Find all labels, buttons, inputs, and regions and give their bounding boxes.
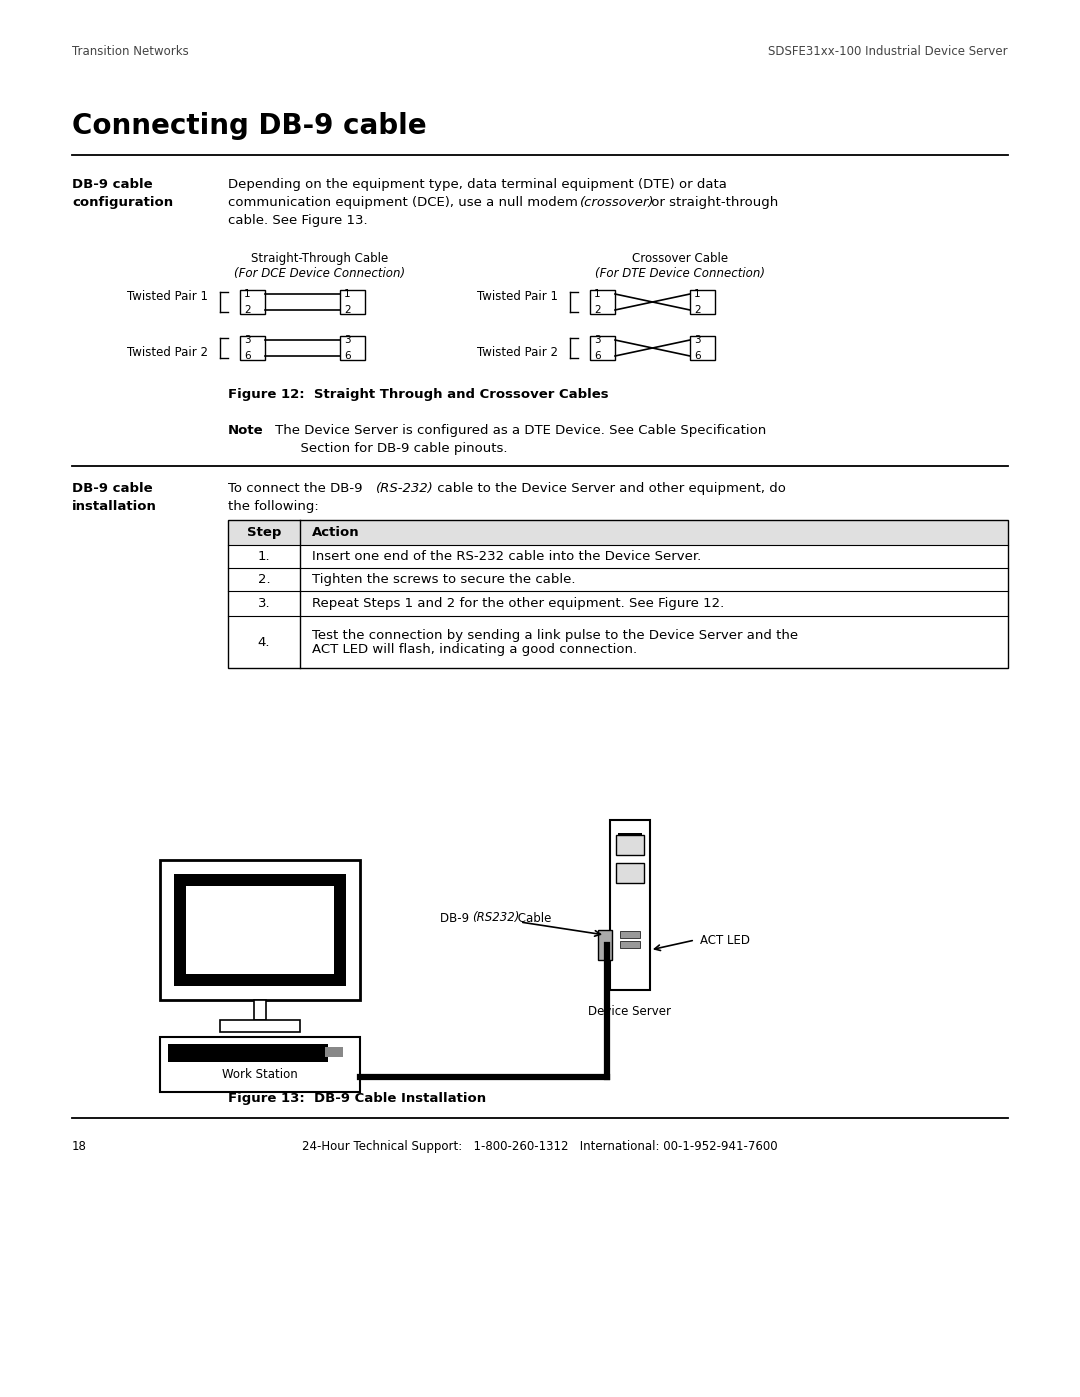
- Text: Transition Networks: Transition Networks: [72, 45, 189, 59]
- Bar: [168, 1044, 328, 1062]
- Bar: [618, 833, 642, 835]
- Bar: [598, 930, 612, 960]
- Text: 3: 3: [244, 335, 251, 345]
- Text: installation: installation: [72, 500, 157, 513]
- Text: 6: 6: [694, 351, 701, 360]
- Text: Device Server: Device Server: [589, 1004, 672, 1018]
- Text: Depending on the equipment type, data terminal equipment (DTE) or data: Depending on the equipment type, data te…: [228, 177, 727, 191]
- Bar: [616, 835, 644, 855]
- Text: (RS-232): (RS-232): [376, 482, 434, 495]
- Bar: [254, 1000, 266, 1020]
- Text: 6: 6: [345, 351, 351, 360]
- Bar: [618, 840, 642, 841]
- Text: Tighten the screws to secure the cable.: Tighten the screws to secure the cable.: [312, 573, 576, 585]
- Text: (For DCE Device Connection): (For DCE Device Connection): [234, 267, 406, 279]
- Bar: [590, 291, 615, 314]
- Bar: [328, 981, 336, 985]
- Bar: [610, 820, 650, 990]
- Bar: [620, 930, 640, 937]
- Text: (For DTE Device Connection): (For DTE Device Connection): [595, 267, 765, 279]
- Text: Straight-Through Cable: Straight-Through Cable: [252, 251, 389, 265]
- Text: Cable: Cable: [514, 911, 552, 925]
- Text: Note: Note: [228, 425, 264, 437]
- Bar: [616, 863, 644, 883]
- Text: 2: 2: [594, 305, 600, 314]
- Text: Work Station: Work Station: [222, 1067, 298, 1081]
- Text: Figure 13:  DB-9 Cable Installation: Figure 13: DB-9 Cable Installation: [228, 1092, 486, 1105]
- Text: Section for DB-9 cable pinouts.: Section for DB-9 cable pinouts.: [258, 441, 508, 455]
- Text: 1: 1: [694, 289, 701, 299]
- Bar: [340, 291, 365, 314]
- Text: communication equipment (DCE), use a null modem: communication equipment (DCE), use a nul…: [228, 196, 582, 210]
- Bar: [690, 291, 715, 314]
- Text: 6: 6: [244, 351, 251, 360]
- Text: To connect the DB-9: To connect the DB-9: [228, 482, 367, 495]
- Text: Step: Step: [247, 527, 281, 539]
- Text: 4.: 4.: [258, 636, 270, 648]
- Bar: [325, 1046, 343, 1058]
- Text: 2: 2: [694, 305, 701, 314]
- Text: DB-9: DB-9: [440, 911, 473, 925]
- Text: :   The Device Server is configured as a DTE Device. See Cable Specification: : The Device Server is configured as a D…: [258, 425, 766, 437]
- Bar: [240, 337, 265, 360]
- Text: Twisted Pair 1: Twisted Pair 1: [127, 291, 208, 303]
- Text: 1: 1: [345, 289, 351, 299]
- Text: Test the connection by sending a link pulse to the Device Server and the: Test the connection by sending a link pu…: [312, 629, 798, 641]
- Text: Insert one end of the RS-232 cable into the Device Server.: Insert one end of the RS-232 cable into …: [312, 550, 701, 563]
- Text: DB-9 cable: DB-9 cable: [72, 482, 152, 495]
- Text: 3: 3: [345, 335, 351, 345]
- Text: Connecting DB-9 cable: Connecting DB-9 cable: [72, 112, 427, 140]
- Text: 2: 2: [345, 305, 351, 314]
- Text: 6: 6: [594, 351, 600, 360]
- Bar: [228, 520, 1008, 668]
- Bar: [228, 520, 1008, 545]
- Text: 2: 2: [244, 305, 251, 314]
- Bar: [174, 875, 346, 986]
- Text: 2.: 2.: [258, 573, 270, 585]
- Bar: [160, 1037, 360, 1092]
- Text: Twisted Pair 1: Twisted Pair 1: [477, 291, 558, 303]
- Text: configuration: configuration: [72, 196, 173, 210]
- Text: Twisted Pair 2: Twisted Pair 2: [477, 346, 558, 359]
- Bar: [590, 337, 615, 360]
- Text: cable to the Device Server and other equipment, do: cable to the Device Server and other equ…: [433, 482, 786, 495]
- Text: 3: 3: [594, 335, 600, 345]
- Text: SDSFE31xx-100 Industrial Device Server: SDSFE31xx-100 Industrial Device Server: [768, 45, 1008, 59]
- Text: 3.: 3.: [258, 597, 270, 610]
- Text: cable. See Figure 13.: cable. See Figure 13.: [228, 214, 367, 226]
- Text: Repeat Steps 1 and 2 for the other equipment. See Figure 12.: Repeat Steps 1 and 2 for the other equip…: [312, 597, 725, 610]
- Text: 1.: 1.: [258, 550, 270, 563]
- Bar: [620, 942, 640, 949]
- Bar: [690, 337, 715, 360]
- Text: 24-Hour Technical Support:   1-800-260-1312   International: 00-1-952-941-7600: 24-Hour Technical Support: 1-800-260-131…: [302, 1140, 778, 1153]
- Bar: [220, 1020, 300, 1032]
- Bar: [618, 835, 642, 838]
- Text: Action: Action: [312, 527, 360, 539]
- Text: (RS232): (RS232): [472, 911, 519, 925]
- Text: ACT LED will flash, indicating a good connection.: ACT LED will flash, indicating a good co…: [312, 643, 637, 655]
- Text: Crossover Cable: Crossover Cable: [632, 251, 728, 265]
- Text: DB-9 cable: DB-9 cable: [72, 177, 152, 191]
- Text: Twisted Pair 2: Twisted Pair 2: [127, 346, 208, 359]
- Text: 18: 18: [72, 1140, 86, 1153]
- Text: 1: 1: [244, 289, 251, 299]
- Text: Figure 12:  Straight Through and Crossover Cables: Figure 12: Straight Through and Crossove…: [228, 388, 609, 401]
- Bar: [186, 886, 334, 974]
- Bar: [340, 337, 365, 360]
- Text: the following:: the following:: [228, 500, 319, 513]
- Bar: [160, 861, 360, 1000]
- Text: 1: 1: [594, 289, 600, 299]
- Text: or straight-through: or straight-through: [647, 196, 779, 210]
- Text: 3: 3: [694, 335, 701, 345]
- Text: (crossover): (crossover): [580, 196, 654, 210]
- Bar: [240, 291, 265, 314]
- Text: ACT LED: ACT LED: [700, 933, 750, 947]
